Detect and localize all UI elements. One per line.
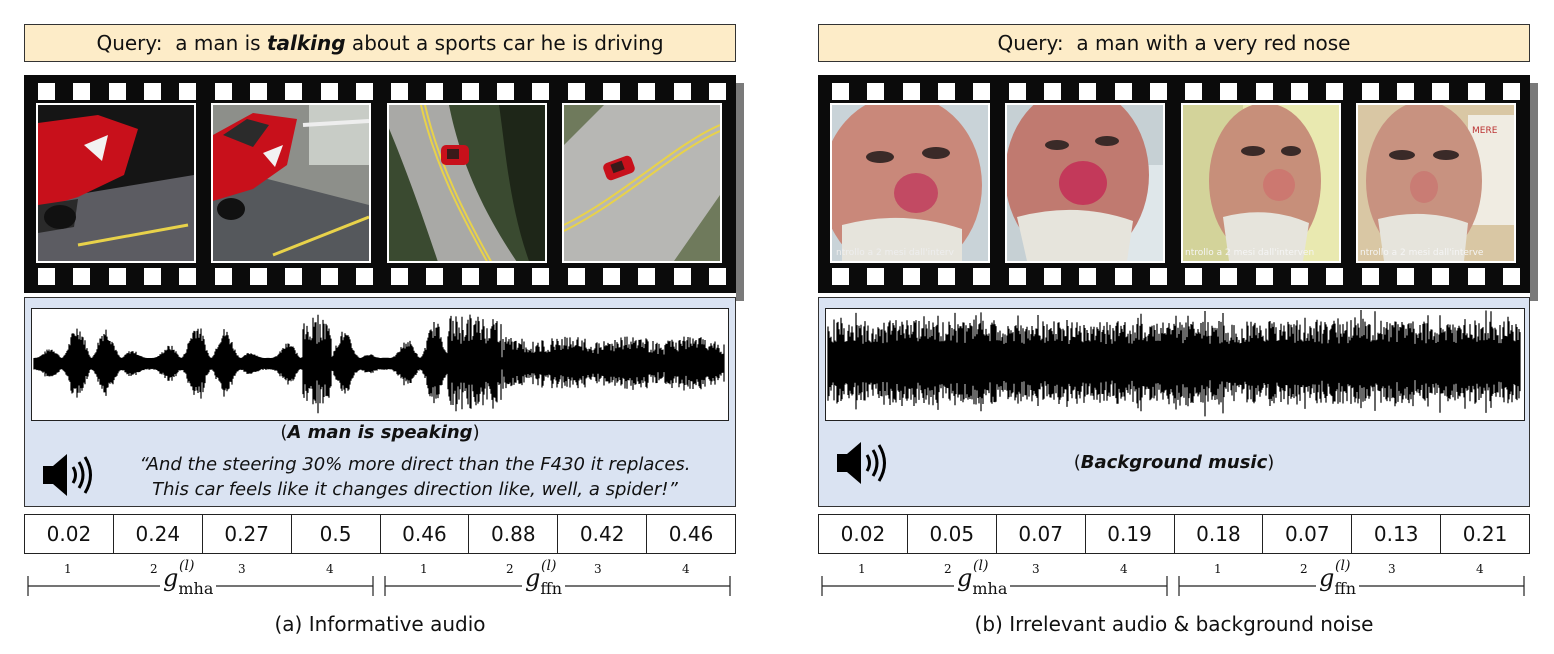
gate-cell: 0.5 — [292, 515, 381, 553]
film-strip — [24, 75, 744, 301]
scale-brackets — [821, 576, 1525, 596]
video-frame-car-driver — [211, 103, 372, 263]
svg-text:ntrollo a 2 mesi dall'interve: ntrollo a 2 mesi dall'interve — [1360, 248, 1484, 258]
gate-cell: 0.27 — [203, 515, 292, 553]
subcaption: (a) Informative audio — [274, 612, 486, 636]
transcript-line-2: This car feels like it changes direction… — [152, 479, 678, 500]
tick-label: 3 — [1388, 562, 1396, 576]
audio-label-text: A man is speaking — [287, 422, 473, 443]
layer-scale: 1 2 3 4 1 2 3 4 g (l) mha g (l) ffn — [818, 558, 1530, 608]
transcript: “And the steering 30% more direct than t… — [115, 452, 715, 502]
layer-scale: 1 2 3 4 1 2 3 4 g (l) mha g (l) ffn — [24, 558, 736, 608]
transcript-line-1: “And the steering 30% more direct than t… — [139, 454, 691, 475]
waveform-music — [827, 310, 1521, 417]
film-sprocket-holes-bottom — [38, 268, 726, 285]
waveform-trace — [827, 310, 1521, 417]
tick-label: 1 — [858, 562, 866, 576]
tick-label: 4 — [682, 562, 690, 576]
tick-label: 4 — [1120, 562, 1128, 576]
svg-text:MERE: MERE — [1472, 126, 1498, 136]
scale-brackets — [27, 576, 731, 596]
tick-label: 2 — [1300, 562, 1308, 576]
gate-cell: 0.88 — [469, 515, 559, 553]
gate-label-mha: g (l) mha — [954, 558, 1011, 598]
gate-label-ffn: g (l) ffn — [522, 558, 566, 598]
query-box: Query: a man with a very red nose — [818, 24, 1530, 62]
speaker-icon — [41, 450, 97, 500]
query-prefix: Query: — [96, 31, 176, 55]
tick-label: 3 — [1032, 562, 1040, 576]
gate-cell: 0.46 — [381, 515, 470, 553]
tick-label: 3 — [238, 562, 246, 576]
tick-label: 4 — [326, 562, 334, 576]
gate-cell: 0.24 — [114, 515, 203, 553]
audio-box: (Background music) — [818, 297, 1530, 507]
audio-label: (Background music) — [1073, 452, 1275, 473]
tick-label: 1 — [64, 562, 72, 576]
query-prefix: Query: — [997, 31, 1077, 55]
panel-informative-audio: Query: a man is talking about a sports c… — [24, 0, 744, 654]
video-frames — [36, 103, 722, 265]
subcaption: (b) Irrelevant audio & background noise — [974, 612, 1374, 636]
gate-cell: 0.46 — [668, 522, 714, 546]
gate-cell: 0.07 — [1263, 515, 1353, 553]
svg-text:ntrollo a 2 mesi dall'interv: ntrollo a 2 mesi dall'interv — [836, 248, 955, 258]
query-emphasis: talking — [266, 31, 346, 55]
tick-label: 2 — [150, 562, 158, 576]
audio-box: (A man is speaking) “And the steering 30… — [24, 297, 736, 507]
panel-irrelevant-audio: Query: a man with a very red nose ntroll… — [818, 0, 1538, 654]
gate-cell: 0.18 — [1175, 515, 1264, 553]
gate-cell: 0.21 — [1462, 522, 1508, 546]
waveform-speech — [33, 314, 725, 414]
gate-values-row: 0.02 0.05 0.07 0.19 0.18 0.07 0.13 0.21 — [818, 514, 1530, 554]
film-sprocket-holes — [38, 83, 726, 100]
film-sprocket-holes — [832, 83, 1520, 100]
gate-cell: 0.05 — [908, 515, 997, 553]
tick-label: 2 — [506, 562, 514, 576]
query-box: Query: a man is talking about a sports c… — [24, 24, 736, 62]
waveform-trace — [33, 314, 725, 414]
video-frame-car-road — [561, 103, 722, 263]
gate-cell: 0.13 — [1352, 515, 1442, 553]
tick-label: 1 — [420, 562, 428, 576]
gate-cell: 0.02 — [25, 515, 114, 553]
tick-label: 3 — [594, 562, 602, 576]
video-frames: ntrollo a 2 mesi dall'interv ntrollo a 2… — [830, 103, 1516, 265]
speaker-icon — [835, 438, 891, 488]
video-frame-face-3: ntrollo a 2 mesi dall'interven — [1180, 103, 1341, 263]
film-sprocket-holes-bottom — [832, 268, 1520, 285]
video-frame-face-1: ntrollo a 2 mesi dall'interv — [830, 103, 990, 263]
gate-cell: 0.19 — [1086, 515, 1175, 553]
video-frame-face-4: MERE ntrollo a 2 mesi dall'interve — [1355, 103, 1516, 263]
audio-label-text: Background music — [1080, 452, 1268, 473]
query-text-pre: a man is — [175, 31, 267, 55]
film-strip: ntrollo a 2 mesi dall'interv ntrollo a 2… — [818, 75, 1538, 301]
gate-cell: 0.02 — [819, 515, 908, 553]
gate-cell: 0.07 — [997, 515, 1086, 553]
svg-text:ntrollo a 2 mesi dall'interven: ntrollo a 2 mesi dall'interven — [1185, 248, 1314, 258]
audio-label: (A man is speaking) — [280, 422, 480, 443]
gate-values-row: 0.02 0.24 0.27 0.5 0.46 0.88 0.42 0.46 — [24, 514, 736, 554]
query-text: a man with a very red nose — [1076, 31, 1351, 55]
audio-waveform — [31, 308, 729, 421]
query-text-post: about a sports car he is driving — [345, 31, 664, 55]
tick-label: 1 — [1214, 562, 1222, 576]
video-frame-car-closeup — [36, 103, 196, 263]
gate-label-ffn: g (l) ffn — [1316, 558, 1360, 598]
gate-label-mha: g (l) mha — [160, 558, 217, 598]
gate-cell: 0.42 — [558, 515, 648, 553]
tick-label: 2 — [944, 562, 952, 576]
audio-waveform — [825, 308, 1525, 421]
video-frame-car-aerial — [386, 103, 547, 263]
tick-label: 4 — [1476, 562, 1484, 576]
video-frame-face-2 — [1005, 103, 1166, 263]
